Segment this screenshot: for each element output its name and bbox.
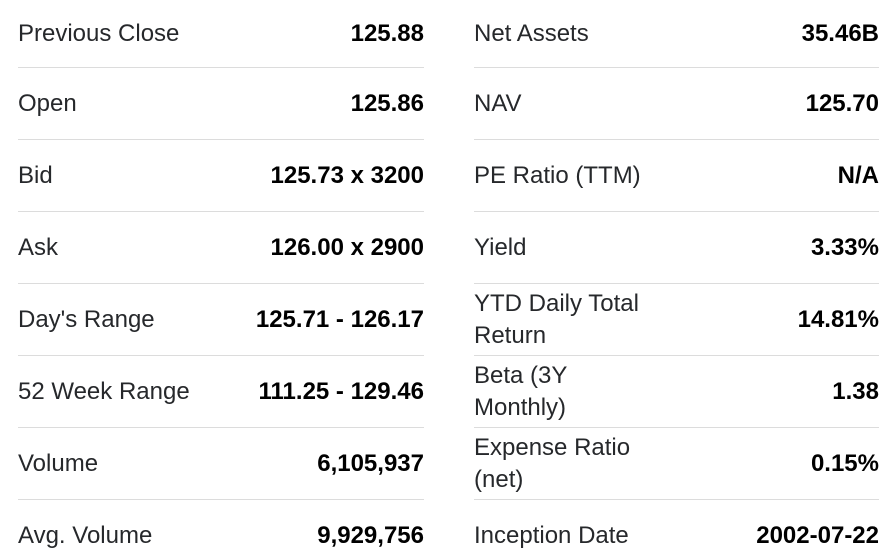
summary-table-left: Previous Close 125.88 Open 125.86 Bid 12… <box>18 0 424 560</box>
row-value: 6,105,937 <box>317 449 424 477</box>
row-label: Expense Ratio (net) <box>474 433 631 493</box>
row-ask: Ask 126.00 x 2900 <box>18 212 424 284</box>
row-label: Open <box>18 89 77 117</box>
row-label: Day's Range <box>18 305 155 333</box>
row-value: 1.38 <box>832 377 879 405</box>
row-value: 35.46B <box>801 19 879 47</box>
row-expense-ratio: Expense Ratio (net) 0.15% <box>474 428 879 500</box>
row-yield: Yield 3.33% <box>474 212 879 284</box>
row-beta: Beta (3Y Monthly) 1.38 <box>474 356 879 428</box>
row-value: 9,929,756 <box>317 521 424 549</box>
row-value: 125.73 x 3200 <box>270 161 424 189</box>
row-open: Open 125.86 <box>18 68 424 140</box>
summary-table-right: Net Assets 35.46B NAV 125.70 PE Ratio (T… <box>474 0 879 560</box>
row-label: NAV <box>474 89 522 117</box>
row-label: Volume <box>18 449 99 477</box>
row-ytd-daily-total-return: YTD Daily Total Return 14.81% <box>474 284 879 356</box>
row-value: 125.86 <box>350 89 424 117</box>
row-value: 111.25 - 129.46 <box>258 377 425 405</box>
row-label: PE Ratio (TTM) <box>474 161 641 189</box>
row-pe-ratio: PE Ratio (TTM) N/A <box>474 140 879 212</box>
row-label: Bid <box>18 161 53 189</box>
row-label: Yield <box>474 233 527 261</box>
row-inception-date: Inception Date 2002-07-22 <box>474 500 879 560</box>
row-volume: Volume 6,105,937 <box>18 428 424 500</box>
row-label: YTD Daily Total Return <box>474 289 639 349</box>
row-days-range: Day's Range 125.71 - 126.17 <box>18 284 424 356</box>
row-previous-close: Previous Close 125.88 <box>18 0 424 68</box>
row-nav: NAV 125.70 <box>474 68 879 140</box>
row-label: 52 Week Range <box>18 377 190 405</box>
row-value: 126.00 x 2900 <box>270 233 424 261</box>
row-value: N/A <box>837 161 879 189</box>
row-label: Net Assets <box>474 19 589 47</box>
row-avg-volume: Avg. Volume 9,929,756 <box>18 500 424 560</box>
row-label: Beta (3Y Monthly) <box>474 361 567 421</box>
row-value: 125.88 <box>350 19 424 47</box>
row-label: Avg. Volume <box>18 521 153 549</box>
row-label: Inception Date <box>474 521 629 549</box>
row-value: 2002-07-22 <box>756 521 879 549</box>
row-value: 125.70 <box>805 89 879 117</box>
row-value: 125.71 - 126.17 <box>255 305 424 333</box>
row-net-assets: Net Assets 35.46B <box>474 0 879 68</box>
row-bid: Bid 125.73 x 3200 <box>18 140 424 212</box>
row-label: Previous Close <box>18 19 180 47</box>
row-value: 0.15% <box>810 449 879 477</box>
row-52-week-range: 52 Week Range 111.25 - 129.46 <box>18 356 424 428</box>
row-label: Ask <box>18 233 59 261</box>
row-value: 14.81% <box>797 305 879 333</box>
row-value: 3.33% <box>810 233 879 261</box>
